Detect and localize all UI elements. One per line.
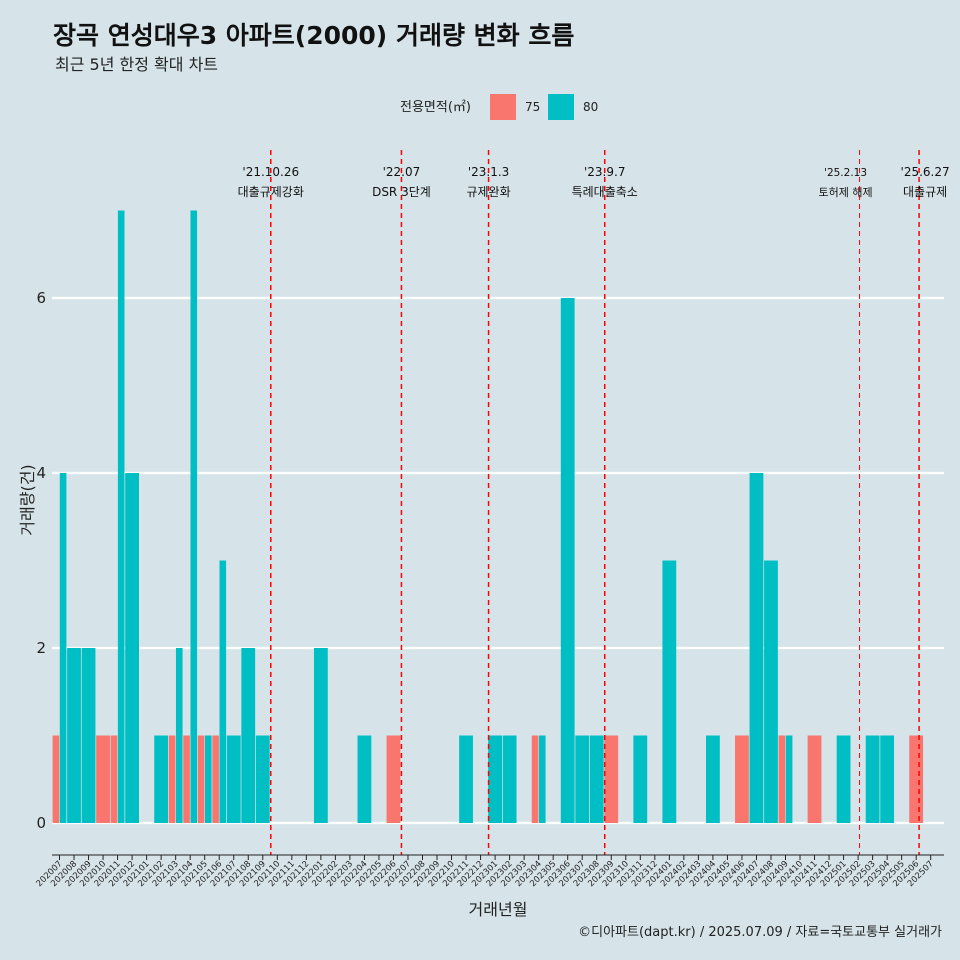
event-label-1: DSR 3단계 xyxy=(372,185,431,199)
y-tick-label-0: 0 xyxy=(36,814,46,832)
bar-75-202106 xyxy=(212,735,219,823)
event-label-3: 특례대출축소 xyxy=(572,185,638,199)
bar-75-202104 xyxy=(183,735,190,823)
bar-80-202304 xyxy=(538,735,546,823)
bar-80-202007 xyxy=(59,473,67,823)
chart-caption: ©디아파트(dapt.kr) / 2025.07.09 / 자료=국토교통부 실… xyxy=(578,925,942,940)
bar-80-202409 xyxy=(785,735,793,823)
event-date-3: '23.9.7 xyxy=(584,165,625,179)
bar-80-202106 xyxy=(219,560,227,823)
chart-title: 장곡 연성대우3 아파트(2000) 거래량 변화 흐름 xyxy=(53,21,574,50)
bar-80-202401 xyxy=(662,560,677,823)
bar-80-202311 xyxy=(633,735,648,823)
y-axis-title: 거래량(건) xyxy=(18,464,37,535)
bar-75-202103 xyxy=(168,735,176,823)
event-label-4: 토허제 해제 xyxy=(818,185,872,199)
event-label-5: 대출규제 xyxy=(903,185,947,199)
event-date-2: '23.1.3 xyxy=(468,165,509,179)
bar-80-202501 xyxy=(836,735,851,823)
y-axis-ticks: 0 2 4 6 xyxy=(36,289,46,832)
bar-80-202404 xyxy=(706,735,720,823)
bar-75-202011 xyxy=(110,735,118,823)
bar-80-202504 xyxy=(880,735,895,823)
bar-80-202204 xyxy=(357,735,372,823)
event-date-4: '25.2.13 xyxy=(824,167,867,179)
bar-80-202306 xyxy=(560,298,575,823)
bar-80-202104 xyxy=(190,210,198,823)
bar-80-202109 xyxy=(255,735,270,823)
bar-80-202008 xyxy=(67,648,81,823)
bar-75-202010 xyxy=(96,735,110,823)
bar-75-202406 xyxy=(735,735,749,823)
y-tick-label-4: 4 xyxy=(36,464,46,482)
bar-75-202309 xyxy=(604,735,619,823)
bar-80-202503 xyxy=(865,735,880,823)
bar-80-202012 xyxy=(125,473,139,823)
bar-80-202011 xyxy=(117,210,125,823)
legend-swatch-80 xyxy=(548,94,574,120)
y-tick-label-2: 2 xyxy=(36,639,46,657)
bar-80-202009 xyxy=(81,648,96,823)
bar-80-202308 xyxy=(589,735,604,823)
legend-swatch-75 xyxy=(490,94,516,120)
bar-80-202407 xyxy=(749,473,764,823)
bar-80-202201 xyxy=(313,648,328,823)
event-date-1: '22.07 xyxy=(383,165,421,179)
bar-75-202411 xyxy=(807,735,822,823)
bars xyxy=(52,210,924,823)
bar-75-202206 xyxy=(386,735,401,823)
event-markers: '21.10.26 대출규제강화 '22.07 DSR 3단계 '23.1.3 규제완화 '… xyxy=(238,150,950,855)
bar-80-202307 xyxy=(575,735,590,823)
bar-75-202105 xyxy=(197,735,205,823)
event-date-0: '21.10.26 xyxy=(242,165,299,179)
y-tick-label-6: 6 xyxy=(36,289,46,307)
bar-75-202409 xyxy=(778,735,786,823)
legend: 전용면적(㎡) 75 80 xyxy=(400,94,598,120)
bar-80-202102 xyxy=(154,735,169,823)
legend-label-80: 80 xyxy=(583,100,598,114)
bar-80-202302 xyxy=(502,735,517,823)
x-axis-ticks: 2020072020082020092020102020112020122021… xyxy=(35,855,936,889)
event-label-2: 규제완화 xyxy=(466,185,510,199)
bar-80-202108 xyxy=(241,648,256,823)
bar-75-202007 xyxy=(52,735,60,823)
legend-title: 전용면적(㎡) xyxy=(400,100,471,115)
bar-80-202408 xyxy=(764,560,778,823)
chart-subtitle: 최근 5년 한정 확대 차트 xyxy=(55,55,218,74)
bar-80-202211 xyxy=(459,735,473,823)
bar-80-202301 xyxy=(488,735,502,823)
event-label-0: 대출규제강화 xyxy=(238,185,304,199)
x-axis-title: 거래년월 xyxy=(469,900,528,919)
bar-80-202103 xyxy=(175,648,183,823)
bar-80-202105 xyxy=(205,735,212,823)
bar-75-202304 xyxy=(531,735,539,823)
event-date-5: '25.6.27 xyxy=(901,165,950,179)
bar-75-202506 xyxy=(909,735,924,823)
legend-label-75: 75 xyxy=(525,100,540,114)
bar-80-202107 xyxy=(226,735,241,823)
